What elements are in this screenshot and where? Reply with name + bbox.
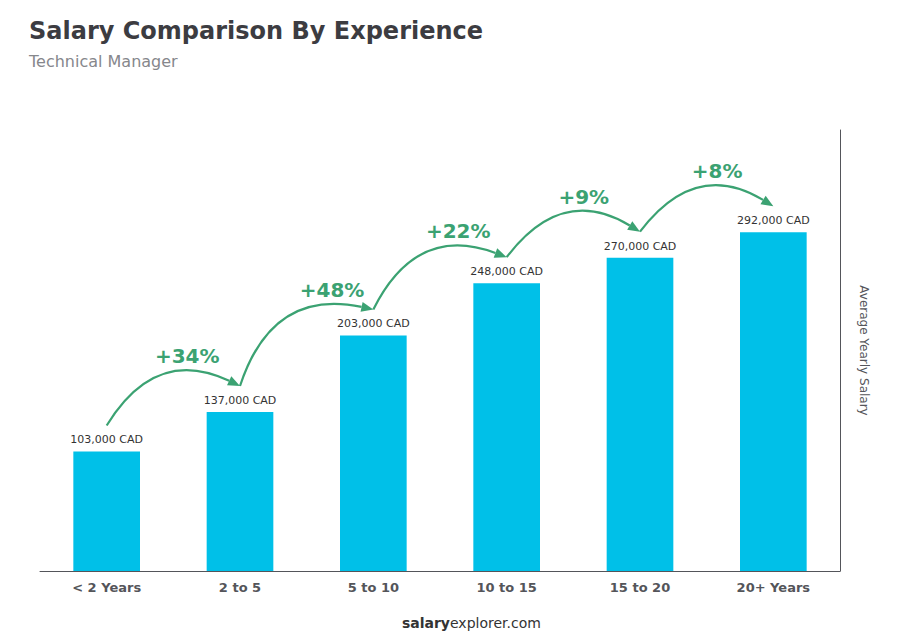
svg-text:203,000 CAD: 203,000 CAD [337,317,410,330]
svg-text:15 to 20: 15 to 20 [610,580,670,595]
svg-text:+9%: +9% [558,185,609,209]
svg-text:+22%: +22% [426,219,491,243]
svg-text:Average Yearly Salary: Average Yearly Salary [857,285,871,415]
svg-text:+34%: +34% [155,344,220,368]
svg-text:5 to 10: 5 to 10 [348,580,399,595]
svg-text:103,000 CAD: 103,000 CAD [70,433,143,446]
svg-text:20+ Years: 20+ Years [737,580,811,595]
svg-text:+8%: +8% [692,159,743,183]
svg-text:270,000 CAD: 270,000 CAD [604,240,677,253]
svg-text:2 to 5: 2 to 5 [219,580,261,595]
svg-text:< 2 Years: < 2 Years [72,580,141,595]
svg-text:248,000 CAD: 248,000 CAD [470,265,543,278]
svg-text:Technical Manager: Technical Manager [28,52,178,71]
svg-text:137,000 CAD: 137,000 CAD [204,394,277,407]
svg-text:Salary Comparison By Experienc: Salary Comparison By Experience [29,17,483,45]
svg-text:explorer.com: explorer.com [450,615,541,631]
svg-text:salary: salary [402,615,450,631]
svg-text:292,000 CAD: 292,000 CAD [737,214,810,227]
svg-text:10 to 15: 10 to 15 [476,580,536,595]
svg-text:+48%: +48% [300,278,365,302]
